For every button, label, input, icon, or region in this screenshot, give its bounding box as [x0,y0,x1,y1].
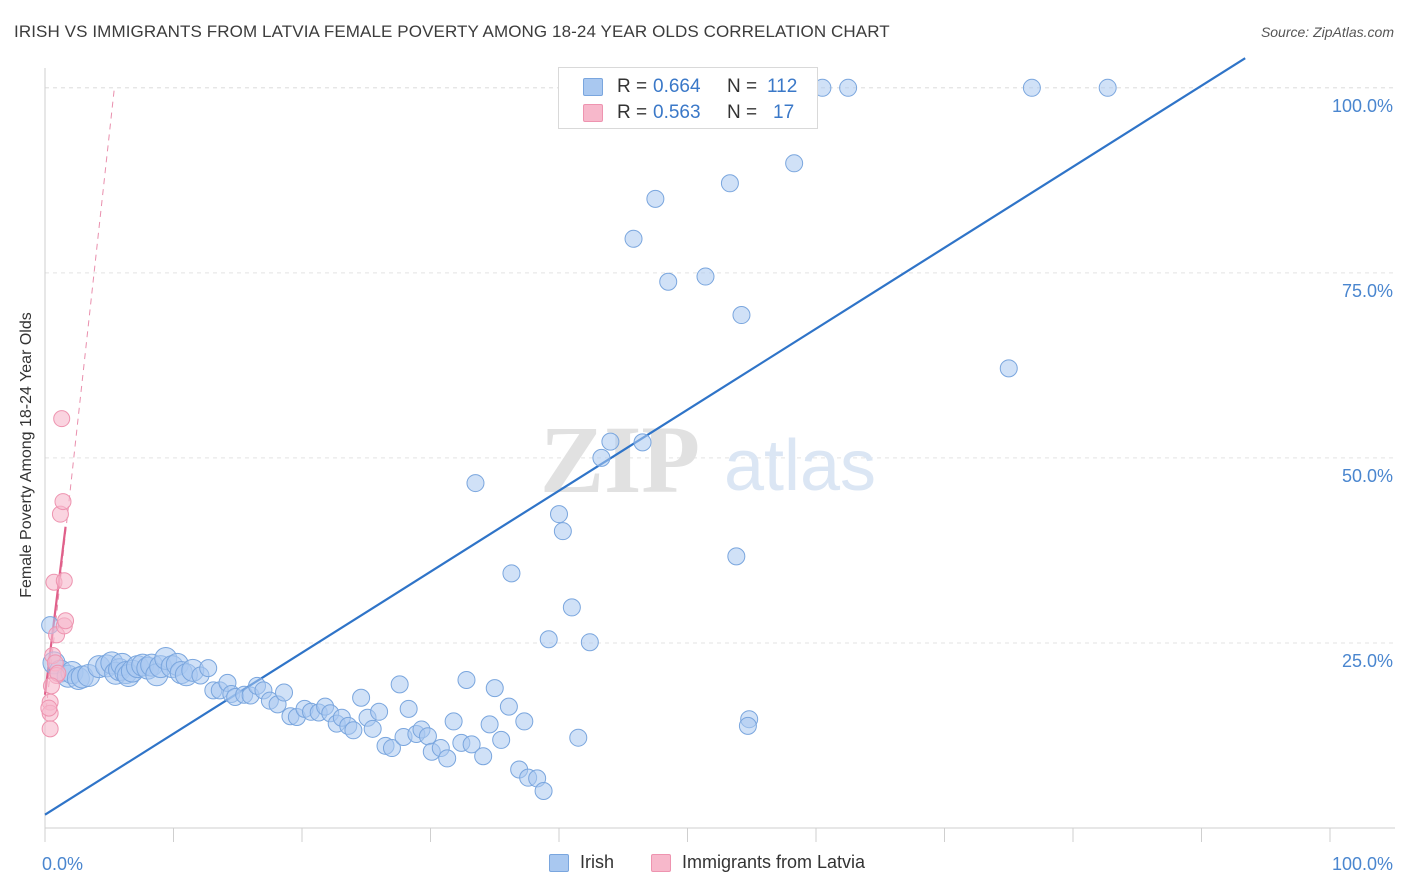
irish-point [466,474,485,493]
irish-point [199,659,218,678]
irish-point [785,154,804,173]
latvia-point [53,410,71,428]
irish-point [438,749,457,768]
irish-point [418,727,437,746]
y-tick-label: 75.0% [1342,281,1393,301]
irish-point [275,683,294,702]
irish-point [1098,78,1117,97]
irish-point [363,719,382,738]
latvia-point [41,720,59,738]
irish-point [457,670,476,689]
latvia-point [57,612,75,630]
r-value: 0.563 [653,102,701,123]
irish-point [550,505,568,524]
irish-point [382,739,401,758]
y-tick-label: 25.0% [1342,651,1393,671]
latvia-swatch [583,104,603,122]
irish-point [738,716,757,735]
irish-point [580,633,599,652]
watermark: ZIP atlas [540,406,876,513]
latvia-point [40,699,58,717]
irish-point [601,432,620,451]
x-tick-label: 0.0% [42,854,83,874]
y-tick-label: 100.0% [1332,96,1393,116]
irish-point [624,229,643,248]
irish-point [399,699,418,718]
irish-point [592,448,611,467]
latvia-point [42,677,60,695]
irish-point [444,712,463,731]
watermark-zip: ZIP [540,406,700,513]
irish-point [659,272,678,291]
irish-point [344,721,363,740]
latvia-trend-extension [44,87,115,720]
irish-point [534,781,553,800]
irish-point [480,715,499,734]
n-label: N = [727,102,758,123]
watermark-atlas: atlas [724,426,876,506]
irish-swatch [549,854,569,872]
irish-point [569,728,588,747]
irish-point [462,735,481,754]
series-legend: Irish Immigrants from Latvia [0,852,1406,876]
irish-point [515,712,534,731]
r-value: 0.664 [653,76,701,97]
irish-point [562,598,581,617]
irish-point [633,433,652,452]
irish-point [539,630,558,649]
irish-point [485,679,504,698]
legend-label-irish: Irish [580,852,615,872]
n-label: N = [727,76,758,97]
x-tick-label: 100.0% [1332,854,1393,874]
irish-point [499,697,518,716]
irish-point [696,267,715,286]
axes [44,68,1395,842]
tick-labels: 25.0% 50.0% 75.0% 100.0% 0.0% 100.0% [42,96,1393,874]
legend-label-latvia: Immigrants from Latvia [682,852,866,872]
irish-point [474,747,493,766]
irish-point [553,522,572,541]
irish-point [999,359,1018,378]
latvia-point [55,572,73,590]
chart-title: IRISH VS IMMIGRANTS FROM LATVIA FEMALE P… [14,22,890,41]
gridlines [45,87,1395,644]
n-value: 112 [767,76,798,97]
r-label: R = [617,102,648,123]
y-tick-label: 50.0% [1342,466,1393,486]
r-label: R = [617,76,648,97]
latvia-swatch [651,854,671,872]
irish-points [41,78,1117,800]
irish-swatch [583,78,603,96]
latvia-points [40,410,75,738]
source-credit: Source: ZipAtlas.com [1260,24,1394,40]
irish-point [370,702,389,721]
irish-point [390,675,409,694]
irish-point [732,306,751,325]
irish-point [492,730,511,749]
irish-point [720,174,739,193]
irish-point [502,564,521,583]
irish-point [727,547,746,566]
latvia-point [54,493,72,511]
stats-legend: R = 0.664 N = 112 R = 0.563 N = 17 [558,67,818,129]
irish-point [839,78,858,97]
irish-point [1022,78,1041,97]
n-value: 17 [773,102,795,123]
irish-point [352,688,371,707]
irish-point [646,189,665,208]
